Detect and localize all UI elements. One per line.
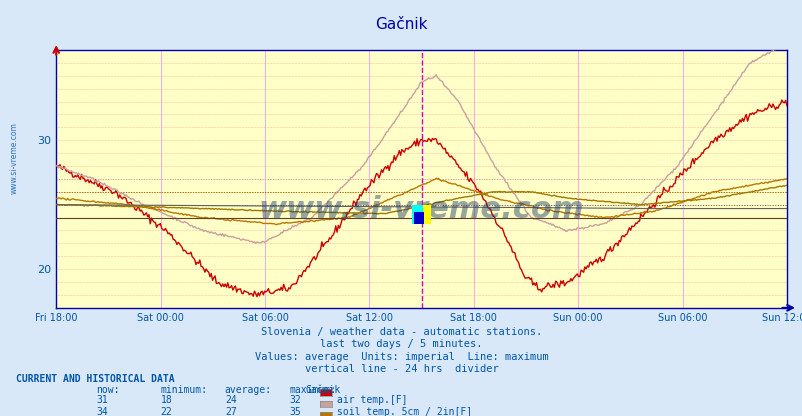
Text: last two days / 5 minutes.: last two days / 5 minutes.	[320, 339, 482, 349]
Text: 22: 22	[160, 407, 172, 416]
Bar	[412, 205, 430, 224]
Text: 32: 32	[289, 395, 301, 405]
Text: 34: 34	[96, 407, 108, 416]
Text: CURRENT AND HISTORICAL DATA: CURRENT AND HISTORICAL DATA	[16, 374, 175, 384]
Text: average:: average:	[225, 385, 272, 395]
Text: www.si-vreme.com: www.si-vreme.com	[10, 122, 19, 194]
Bar	[412, 205, 423, 224]
Text: 35: 35	[289, 407, 301, 416]
Text: Gačnik: Gačnik	[375, 17, 427, 32]
Text: 18: 18	[160, 395, 172, 405]
Text: 31: 31	[96, 395, 108, 405]
Text: minimum:: minimum:	[160, 385, 208, 395]
Text: maximum:: maximum:	[289, 385, 336, 395]
Text: soil temp. 5cm / 2in[F]: soil temp. 5cm / 2in[F]	[337, 407, 472, 416]
Text: Slovenia / weather data - automatic stations.: Slovenia / weather data - automatic stat…	[261, 327, 541, 337]
Text: vertical line - 24 hrs  divider: vertical line - 24 hrs divider	[304, 364, 498, 374]
Text: now:: now:	[96, 385, 119, 395]
Text: 24: 24	[225, 395, 237, 405]
Text: 27: 27	[225, 407, 237, 416]
Text: Values: average  Units: imperial  Line: maximum: Values: average Units: imperial Line: ma…	[254, 352, 548, 362]
Bar	[414, 213, 423, 224]
Text: www.si-vreme.com: www.si-vreme.com	[258, 196, 584, 224]
Text: air temp.[F]: air temp.[F]	[337, 395, 407, 405]
Text: Gačnik: Gačnik	[305, 385, 340, 395]
